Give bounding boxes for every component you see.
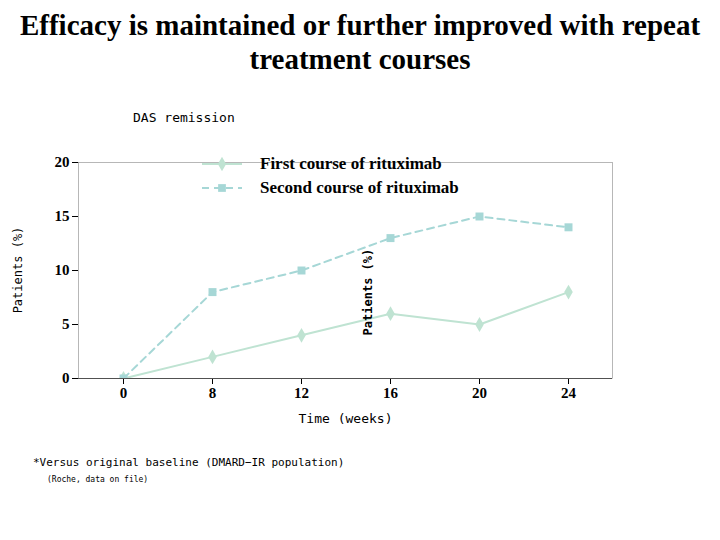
html-text:(Roche, data on file): (Roche, data on file) <box>47 475 149 484</box>
svg-text:15: 15 <box>55 208 70 224</box>
svg-text:24: 24 <box>561 385 577 401</box>
svg-text:12: 12 <box>294 385 309 401</box>
html-text:*Versus original baseline (DMA: *Versus original baseline (DMARD−IR popu… <box>33 456 345 469</box>
svg-text:20: 20 <box>55 154 70 170</box>
html-text:First course of rituximab: First course of rituximab <box>260 154 442 173</box>
svg-text:Time (weeks): Time (weeks) <box>299 411 393 426</box>
svg-text:Patients (%): Patients (%) <box>361 249 375 336</box>
html-text:DAS remission: DAS remission <box>133 110 235 125</box>
svg-text:5: 5 <box>62 316 70 332</box>
html-text:Efficacy is maintained or furt: Efficacy is maintained or further improv… <box>19 9 700 75</box>
svg-text:16: 16 <box>383 385 399 401</box>
svg-text:8: 8 <box>209 385 217 401</box>
svg-text:20: 20 <box>472 385 487 401</box>
svg-text:10: 10 <box>55 262 70 278</box>
svg-text:0: 0 <box>120 385 128 401</box>
svg-text:0: 0 <box>62 370 70 386</box>
html-text:Patients (%): Patients (%) <box>11 226 25 314</box>
html-text:Second course of rituximab: Second course of rituximab <box>260 178 459 197</box>
